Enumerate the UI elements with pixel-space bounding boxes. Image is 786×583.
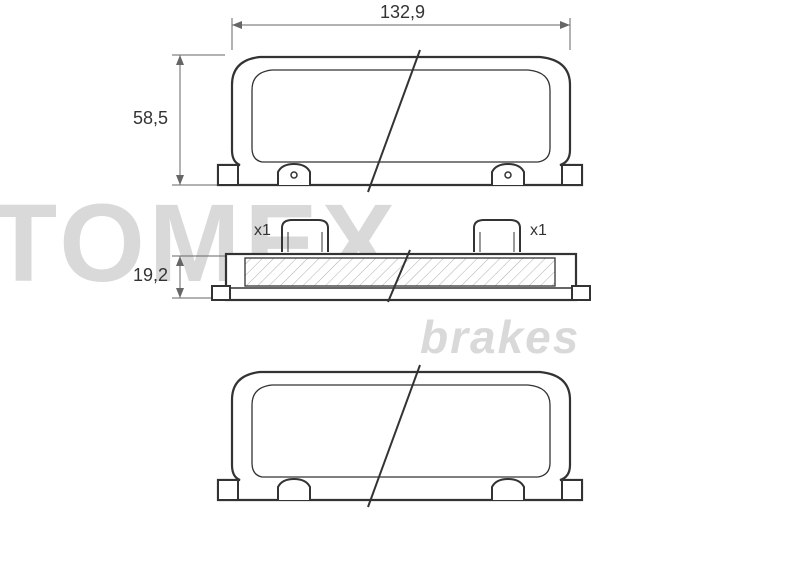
brake-pad-front bbox=[218, 50, 582, 192]
label-width: 132,9 bbox=[380, 2, 425, 23]
brake-pad-side bbox=[212, 250, 590, 302]
brake-pad-back bbox=[218, 365, 582, 507]
technical-drawing bbox=[0, 0, 786, 583]
clip-right bbox=[474, 220, 520, 252]
label-clip-right-qty: x1 bbox=[530, 222, 547, 240]
label-clip-left-qty: x1 bbox=[254, 222, 271, 240]
label-thickness: 19,2 bbox=[133, 265, 168, 286]
label-height: 58,5 bbox=[133, 108, 168, 129]
clip-left bbox=[282, 220, 328, 252]
